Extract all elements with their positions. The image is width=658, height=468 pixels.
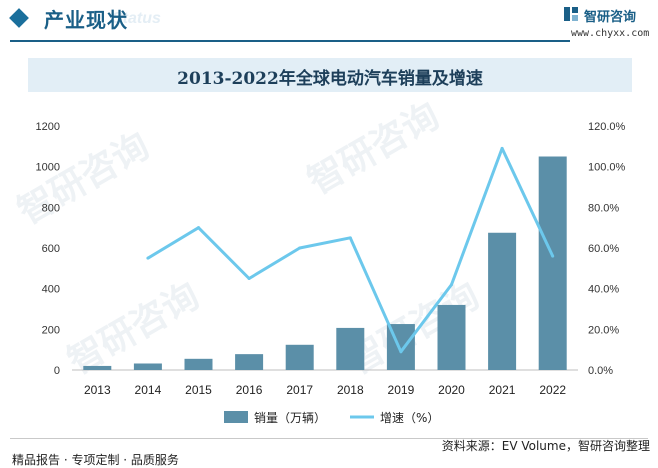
header-divider	[10, 40, 570, 42]
x-tick-label: 2017	[286, 383, 313, 397]
bar	[133, 363, 162, 370]
growth-point	[500, 146, 504, 150]
y-right-tick-label: 40.0%	[588, 284, 619, 296]
bar	[285, 344, 314, 370]
x-tick-label: 2016	[236, 383, 263, 397]
bar	[336, 327, 365, 370]
y-left-tick-label: 600	[42, 243, 60, 255]
y-right-tick-label: 100.0%	[588, 162, 626, 174]
y-left-tick-label: 1200	[36, 121, 60, 133]
growth-point	[197, 226, 200, 230]
y-right-tick-label: 80.0%	[588, 202, 619, 214]
footer-tagline: 精品报告 · 专项定制 · 品质服务	[12, 453, 179, 467]
y-left-tick-label: 0	[54, 365, 60, 377]
growth-point	[551, 254, 555, 258]
logo-icon	[564, 7, 578, 21]
growth-point	[450, 283, 453, 287]
bar	[184, 358, 213, 370]
footer-divider	[10, 438, 648, 439]
bar	[488, 232, 517, 370]
section-subtitle: Status	[112, 10, 161, 27]
logo-name: 智研咨询	[584, 10, 637, 25]
growth-point	[348, 236, 352, 240]
y-left-tick-label: 400	[42, 284, 60, 296]
logo-url: www.chyxx.com	[571, 28, 650, 39]
chart: 0 200 400 600 800 1000 1200 0.0% 20.0% 40.0% 60.0%…	[36, 121, 626, 425]
y-right-tick-label: 0.0%	[588, 365, 613, 377]
x-tick-label: 2014	[135, 383, 162, 397]
y-right-tick-label: 120.0%	[588, 121, 626, 133]
growth-point	[399, 350, 403, 354]
bar	[235, 354, 264, 370]
y-left-tick-label: 1000	[36, 162, 60, 174]
bar	[437, 304, 466, 370]
x-tick-label: 2015	[185, 383, 212, 397]
x-tick-label: 2022	[539, 383, 566, 397]
growth-point	[146, 256, 150, 260]
x-tick-label: 2021	[489, 383, 516, 397]
legend-bar-label: 销量（万辆）	[254, 411, 326, 425]
x-tick-label: 2020	[438, 383, 465, 397]
x-tick-label: 2018	[337, 383, 364, 397]
footer-source: 资料来源：EV Volume，智研咨询整理	[441, 439, 650, 453]
section-title: 产业现状	[44, 8, 128, 32]
y-left-tick-label: 200	[42, 324, 60, 336]
y-left-tick-label: 800	[42, 202, 60, 214]
x-tick-label: 2013	[84, 383, 111, 397]
growth-point	[247, 277, 251, 280]
growth-point	[298, 246, 302, 250]
bar	[83, 365, 112, 370]
page-header: Status 产业现状 智研咨询 www.chyxx.com	[0, 0, 658, 44]
chart-title: 2013-2022年全球电动汽车销量及增速	[177, 69, 483, 89]
x-tick-label: 2019	[388, 383, 415, 397]
bar	[538, 156, 567, 370]
y-right-tick-label: 20.0%	[588, 324, 619, 336]
y-right-tick-label: 60.0%	[588, 243, 619, 255]
legend-bar-swatch	[224, 411, 248, 423]
legend-line-label: 增速（%）	[380, 411, 439, 425]
chart-title-band: 2013-2022年全球电动汽车销量及增速	[28, 58, 632, 92]
